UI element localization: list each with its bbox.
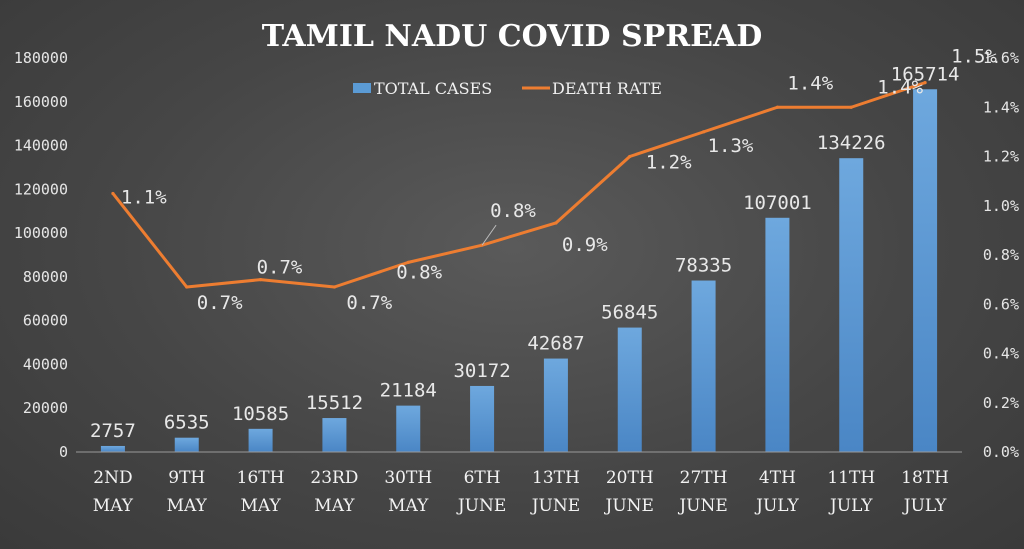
- line-value-label: 1.1%: [121, 186, 167, 208]
- death-rate-point: [258, 278, 263, 282]
- bar-value-label: 15512: [306, 392, 363, 414]
- death-rate-point: [185, 285, 189, 289]
- category-label: 16TH MAY: [237, 468, 285, 516]
- bar-value-label: 6535: [164, 412, 210, 434]
- right-tick-label: 1.4%: [983, 98, 1019, 116]
- line-value-label: 1.4%: [787, 72, 833, 94]
- category-label: 11TH JULY: [827, 468, 875, 516]
- chart-title: TAMIL NADU COVID SPREAD: [262, 19, 763, 54]
- left-tick-label: 140000: [14, 137, 68, 155]
- bar-series: [100, 89, 938, 452]
- bar: [100, 445, 125, 452]
- left-tick-label: 60000: [23, 312, 68, 330]
- death-rate-line: [111, 81, 926, 289]
- bar: [617, 327, 642, 452]
- bar-value-label: 78335: [675, 255, 732, 277]
- bar: [543, 358, 568, 452]
- right-tick-label: 0.2%: [983, 394, 1019, 412]
- right-tick-label: 1.0%: [983, 197, 1019, 215]
- category-label: 13TH JUNE: [530, 468, 580, 516]
- bar: [839, 158, 864, 452]
- right-tick-label: 1.2%: [983, 148, 1019, 166]
- right-tick-label: 0.0%: [983, 443, 1019, 461]
- bar: [174, 437, 199, 452]
- data-labels: 2757 6535 10585 15512 21184 30172 42687 56845 78…: [90, 46, 997, 442]
- bar: [396, 405, 421, 452]
- line-value-label: 0.7%: [197, 292, 243, 314]
- death-rate-point: [554, 221, 558, 225]
- right-tick-label: 0.6%: [983, 295, 1019, 313]
- bar-value-label: 107001: [743, 192, 812, 214]
- bar-value-label: 165714: [891, 63, 960, 85]
- left-tick-label: 0: [59, 443, 68, 461]
- line-value-label: 0.7%: [346, 292, 392, 314]
- label-leader-line: [481, 224, 497, 246]
- bar: [470, 385, 495, 452]
- bar: [691, 280, 716, 452]
- death-rate-point: [701, 130, 706, 134]
- line-value-label: 1.4%: [877, 76, 923, 98]
- category-label: 9TH MAY: [167, 468, 208, 516]
- category-label: 27TH JUNE: [677, 468, 727, 516]
- right-tick-label: 0.8%: [983, 246, 1019, 264]
- death-rate-point: [775, 105, 780, 109]
- line-value-label: 0.7%: [257, 257, 303, 279]
- category-label: 23RD MAY: [310, 468, 358, 516]
- right-tick-label: 0.4%: [983, 345, 1019, 363]
- line-value-label: 0.9%: [562, 234, 608, 256]
- category-axis: 2ND MAY 9TH MAY 16TH MAY 23RD MAY 30TH MAY 6TH JUNE…: [76, 451, 962, 516]
- chart-legend: TOTAL CASES DEATH RATE: [353, 79, 662, 98]
- category-label: 30TH MAY: [384, 468, 432, 516]
- line-value-label: 0.8%: [396, 261, 442, 283]
- line-value-label: 1.2%: [646, 152, 692, 174]
- right-tick-label: 1.6%: [983, 49, 1019, 67]
- line-series: [111, 81, 927, 289]
- bar-value-label: 2757: [90, 420, 136, 442]
- bar-value-label: 21184: [380, 380, 437, 402]
- line-value-label: 1.5%: [951, 46, 997, 68]
- category-label: 6TH JUNE: [456, 468, 506, 516]
- left-tick-label: 40000: [23, 355, 68, 373]
- left-tick-label: 80000: [23, 268, 68, 286]
- bar: [248, 428, 273, 452]
- left-tick-label: 20000: [23, 399, 68, 417]
- bar: [765, 217, 790, 452]
- bar-value-label: 30172: [453, 360, 510, 382]
- legend-label-death-rate: DEATH RATE: [552, 79, 662, 98]
- right-axis: 0.0% 0.2% 0.4% 0.6% 0.8% 1.0% 1.2% 1.4% 1.6%: [983, 49, 1019, 461]
- legend-swatch-total-cases: [353, 83, 371, 93]
- bar-value-label: 56845: [601, 302, 658, 324]
- category-label: 18TH JULY: [901, 468, 949, 516]
- line-value-label: 0.8%: [490, 200, 536, 222]
- left-tick-label: 160000: [14, 93, 68, 111]
- category-label: 4TH JULY: [754, 468, 799, 516]
- death-rate-point: [923, 81, 927, 85]
- left-tick-label: 120000: [14, 180, 68, 198]
- bar-value-label: 10585: [232, 403, 289, 425]
- left-tick-label: 180000: [14, 49, 68, 67]
- death-rate-point: [406, 260, 410, 264]
- bar: [913, 89, 938, 452]
- death-rate-point: [111, 191, 115, 196]
- bar: [322, 418, 347, 452]
- bar-value-label: 134226: [817, 132, 886, 154]
- death-rate-point: [332, 285, 337, 289]
- left-axis: 0 20000 40000 60000 80000 100000 120000 140000 1…: [14, 49, 68, 461]
- bar-value-label: 42687: [527, 333, 584, 355]
- category-label: 2ND MAY: [93, 468, 134, 516]
- category-label: 20TH JUNE: [604, 468, 654, 516]
- death-rate-point: [849, 105, 853, 109]
- left-tick-label: 100000: [14, 224, 68, 242]
- legend-label-total-cases: TOTAL CASES: [374, 79, 492, 98]
- line-value-label: 1.3%: [708, 135, 754, 157]
- death-rate-point: [628, 154, 632, 159]
